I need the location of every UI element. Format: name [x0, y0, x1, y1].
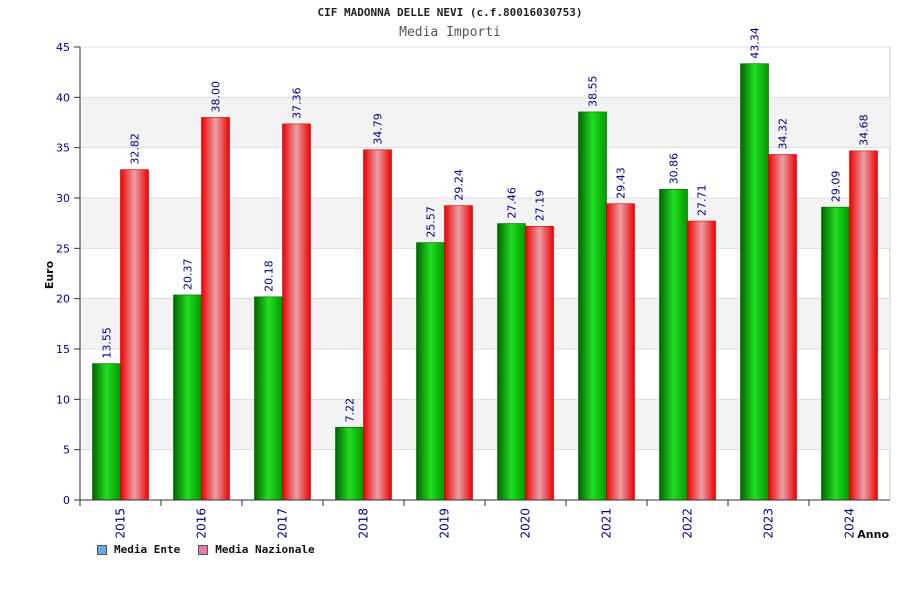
- x-tick-label: 2024: [843, 508, 857, 539]
- data-label: 13.55: [101, 327, 114, 359]
- data-label: 27.46: [506, 187, 519, 219]
- data-label: 37.36: [291, 87, 304, 119]
- data-label: 27.71: [696, 185, 709, 217]
- bar-media-ente-2020: [497, 223, 526, 501]
- data-label: 20.37: [182, 258, 195, 290]
- bar-media-nazionale-2015: [120, 169, 149, 501]
- x-tick-label: 2018: [357, 508, 371, 539]
- x-tick-label: 2015: [114, 508, 128, 539]
- bar-media-nazionale-2020: [525, 225, 554, 501]
- legend-swatch-media-nazionale: [198, 544, 209, 555]
- data-label: 43.34: [749, 27, 762, 59]
- legend-item-media-ente: Media Ente: [97, 543, 180, 556]
- data-label: 32.82: [129, 133, 142, 165]
- bar-media-ente-2018: [335, 427, 364, 501]
- y-tick-label: 15: [56, 343, 70, 356]
- x-tick-label: 2023: [762, 508, 776, 539]
- data-label: 7.22: [344, 398, 357, 423]
- bar-media-ente-2019: [416, 242, 445, 501]
- legend-label-media-nazionale: Media Nazionale: [215, 543, 315, 556]
- x-tick-label: 2021: [600, 508, 614, 539]
- y-tick-label: 5: [63, 444, 70, 457]
- data-label: 34.68: [858, 114, 871, 146]
- x-tick-label: 2016: [195, 508, 209, 539]
- x-axis-label: Anno: [857, 528, 889, 541]
- chart-subtitle: Media Importi: [399, 25, 501, 40]
- y-tick-label: 30: [56, 192, 70, 205]
- bar-media-nazionale-2024: [849, 150, 878, 501]
- data-label: 29.24: [453, 169, 466, 201]
- data-label: 34.79: [372, 113, 385, 145]
- bar-media-ente-2024: [821, 206, 850, 501]
- bar-media-ente-2016: [173, 294, 202, 501]
- x-tick-label: 2020: [519, 508, 533, 539]
- bar-media-ente-2017: [254, 296, 283, 501]
- y-tick-label: 40: [56, 91, 70, 104]
- x-tick-label: 2022: [681, 508, 695, 539]
- y-tick-label: 45: [56, 41, 70, 54]
- legend: Media Ente Media Nazionale: [97, 543, 315, 556]
- bar-media-nazionale-2016: [201, 117, 230, 501]
- legend-item-media-nazionale: Media Nazionale: [198, 543, 315, 556]
- data-label: 27.19: [534, 190, 547, 222]
- bar-media-nazionale-2019: [444, 205, 473, 501]
- y-tick-label: 0: [63, 494, 70, 507]
- bar-media-ente-2022: [659, 189, 688, 501]
- y-axis-label: Euro: [43, 260, 56, 289]
- bar-media-nazionale-2017: [282, 123, 311, 501]
- x-tick-label: 2019: [438, 508, 452, 539]
- chart-title: CIF MADONNA DELLE NEVI (c.f.80016030753): [317, 6, 583, 19]
- y-tick-label: 20: [56, 293, 70, 306]
- data-label: 38.00: [210, 81, 223, 113]
- data-label: 20.18: [263, 260, 276, 292]
- data-label: 29.43: [615, 167, 628, 199]
- bar-media-nazionale-2018: [363, 149, 392, 501]
- data-label: 25.57: [425, 206, 438, 238]
- bar-media-ente-2021: [578, 111, 607, 501]
- y-tick-label: 35: [56, 142, 70, 155]
- data-label: 34.32: [777, 118, 790, 150]
- bar-media-ente-2023: [740, 63, 769, 501]
- data-label: 29.09: [830, 171, 843, 203]
- bar-media-nazionale-2022: [687, 220, 716, 501]
- bar-media-nazionale-2023: [768, 154, 797, 501]
- data-label: 38.55: [587, 75, 600, 107]
- x-tick-label: 2017: [276, 508, 290, 539]
- legend-swatch-media-ente: [97, 544, 107, 555]
- legend-label-media-ente: Media Ente: [114, 543, 181, 556]
- bar-media-ente-2015: [92, 363, 121, 501]
- data-label: 30.86: [668, 153, 681, 185]
- bar-media-nazionale-2021: [606, 203, 635, 501]
- y-tick-label: 10: [56, 393, 70, 406]
- y-tick-label: 25: [56, 242, 70, 255]
